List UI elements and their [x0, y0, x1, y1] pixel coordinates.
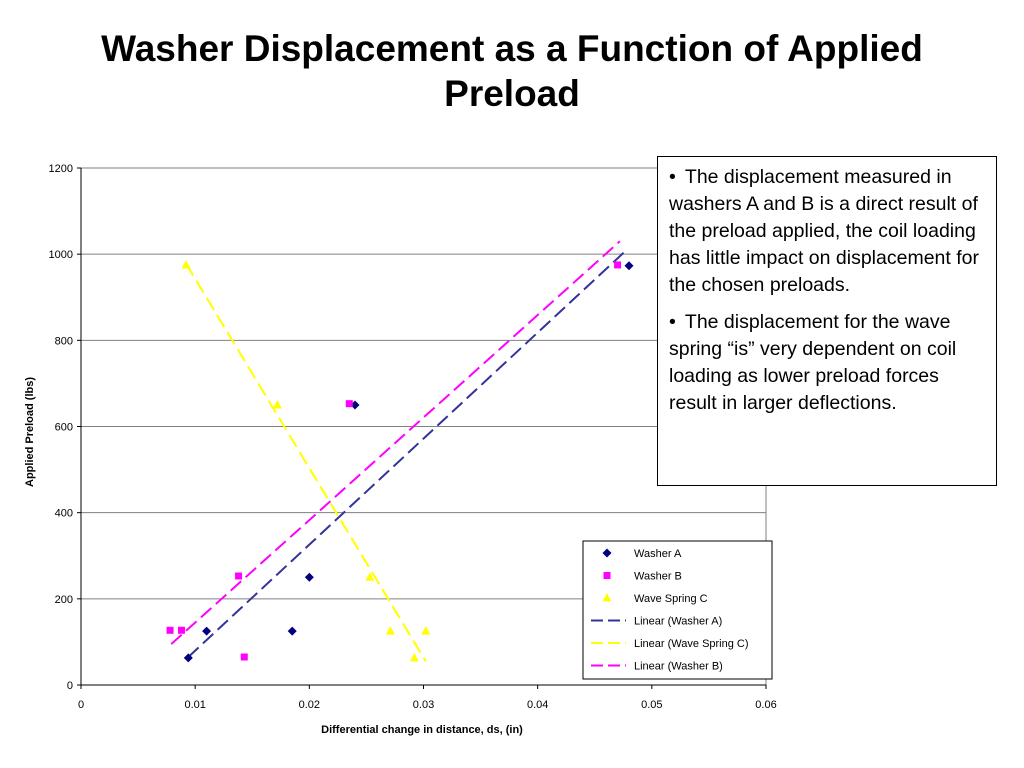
slide-title: Washer Displacement as a Function of App…	[101, 28, 923, 114]
x-tick-label: 0.05	[641, 699, 662, 711]
data-point-washer-b	[240, 653, 248, 661]
x-axis-label: Differential change in distance, ds, (in…	[321, 724, 523, 736]
x-tick-label: 0.04	[527, 699, 548, 711]
note-text-1: The displacement measured in washers A a…	[669, 166, 979, 296]
data-point-washer-a	[304, 572, 314, 582]
data-point-wave-spring-c	[181, 259, 191, 269]
chart-legend: Washer A Washer B Wave Spring C Linear (Was…	[582, 540, 773, 680]
data-point-washer-a	[183, 653, 193, 663]
bullet-glyph: •	[669, 166, 676, 188]
data-point-washer-a	[624, 261, 634, 271]
legend-label: Wave Spring C	[634, 593, 708, 605]
data-point-washer-a	[287, 626, 297, 636]
y-tick-label: 600	[55, 422, 73, 434]
legend-label: Washer B	[634, 571, 682, 583]
data-point-washer-b	[235, 572, 243, 580]
axis-ticks: 0 200 400 600 800 1000 1200 0 0.01 0.02 0.03 0.04 0.…	[49, 163, 777, 711]
legend-label: Linear (Wave Spring C)	[634, 638, 749, 650]
data-point-wave-spring-c	[409, 652, 419, 662]
bullet-glyph: •	[669, 311, 676, 333]
x-tick-label: 0.02	[299, 699, 320, 711]
y-tick-label: 200	[55, 594, 73, 606]
data-point-washer-b	[166, 626, 174, 634]
x-tick-label: 0	[78, 699, 84, 711]
legend-marker	[602, 548, 612, 558]
data-point-washer-b	[177, 626, 185, 634]
data-point-wave-spring-c	[272, 399, 282, 409]
data-point-washer-b	[614, 261, 622, 269]
trendline-linear-wave-spring-c	[185, 263, 427, 662]
note-bullet-2: • The displacement for the wave spring “…	[669, 309, 986, 417]
note-bullet-1: • The displacement measured in washers A…	[669, 164, 986, 299]
y-tick-label: 1000	[49, 249, 73, 261]
data-points	[166, 259, 634, 663]
data-point-wave-spring-c	[365, 572, 375, 581]
legend-frame	[582, 540, 773, 680]
notes-textbox: • The displacement measured in washers A…	[657, 156, 997, 486]
y-tick-label: 800	[55, 335, 73, 347]
data-point-washer-a	[202, 626, 212, 636]
legend-marker	[602, 593, 612, 602]
x-tick-label: 0.01	[184, 699, 205, 711]
trendline-linear-washer-a	[187, 249, 628, 658]
x-tick-label: 0.06	[755, 699, 776, 711]
legend-label: Washer A	[634, 548, 682, 560]
data-point-washer-b	[345, 400, 353, 408]
y-axis-label: Applied Preload (lbs)	[24, 377, 36, 487]
data-point-wave-spring-c	[421, 626, 431, 635]
trendline-linear-washer-b	[170, 240, 621, 645]
y-tick-label: 1200	[49, 163, 73, 175]
data-point-wave-spring-c	[385, 626, 395, 635]
y-tick-label: 0	[67, 680, 73, 692]
legend-label: Linear (Washer B)	[634, 661, 723, 673]
note-text-2: The displacement for the wave spring “is…	[669, 311, 957, 414]
trendlines	[170, 240, 628, 662]
x-tick-label: 0.03	[413, 699, 434, 711]
legend-label: Linear (Washer A)	[634, 616, 722, 628]
legend-marker	[603, 572, 611, 579]
y-tick-label: 400	[55, 508, 73, 520]
